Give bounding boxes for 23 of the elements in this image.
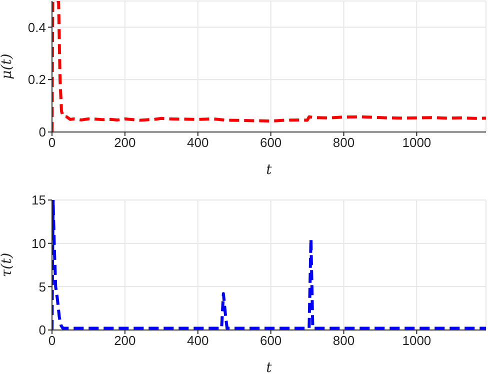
y-tick-label: 0 [38,124,46,140]
y-tick-label: 0 [38,322,46,338]
y-tick-label: 0.4 [28,20,46,35]
y-tick-label: 0.2 [28,72,46,88]
x-axis-title: t [266,360,272,374]
x-tick-label: 1000 [402,333,432,348]
y-tick-label: 10 [32,236,46,251]
x-tick-label: 1000 [402,135,432,150]
y-tick-label: 5 [38,279,46,294]
x-axis-title: t [266,162,272,178]
x-tick-label: 600 [260,135,282,150]
x-tick-label: 800 [332,135,355,150]
x-tick-label: 600 [260,333,282,348]
x-tick-label: 400 [187,333,209,348]
x-tick-label: 800 [332,333,355,348]
x-tick-label: 0 [48,135,56,150]
y-tick-label: 15 [32,192,46,208]
y-axis-title: μ(t) [0,54,15,80]
x-tick-label: 400 [187,135,209,150]
x-tick-label: 200 [114,333,136,348]
x-tick-label: 200 [114,135,136,150]
y-axis-title: τ(t) [0,252,15,278]
x-tick-label: 0 [48,333,56,348]
